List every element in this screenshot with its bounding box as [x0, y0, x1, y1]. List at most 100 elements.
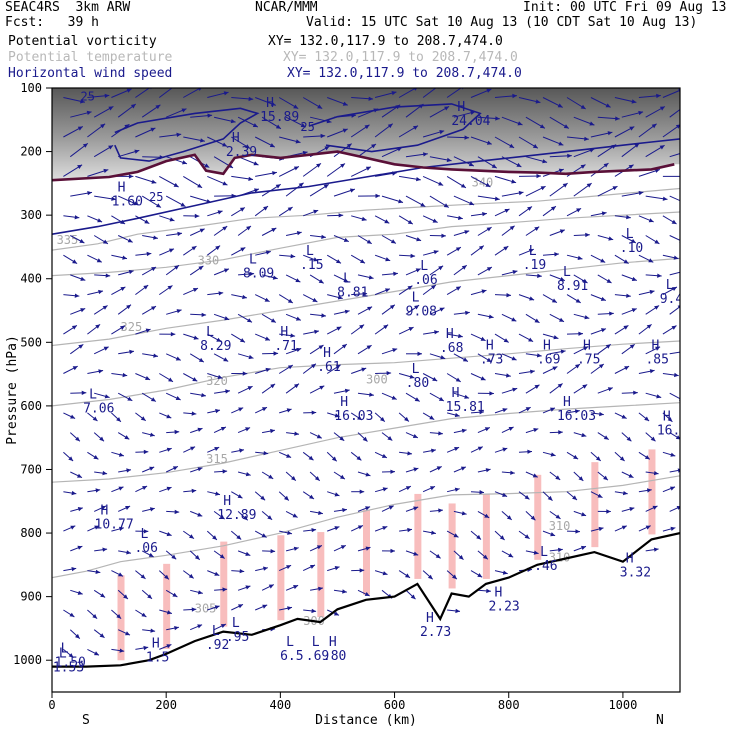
- wind-vector-head: [601, 211, 607, 216]
- wind-vector-head: [224, 316, 230, 321]
- wind-vector-head: [454, 412, 460, 418]
- field-xy-pv: XY= 132.0,117.9 to 208.7,474.0: [268, 34, 503, 49]
- wind-vector-head: [291, 476, 296, 481]
- wind-vector-head: [547, 495, 553, 501]
- wind-vector-head: [105, 273, 111, 278]
- wind-vector-head: [395, 104, 401, 110]
- wind-vector-head: [238, 604, 243, 609]
- wind-vector-head: [225, 389, 230, 394]
- wind-vector: [669, 153, 680, 158]
- wind-vector-head: [646, 324, 652, 329]
- wind-vector-head: [455, 608, 460, 614]
- wind-vector-head: [555, 475, 561, 480]
- wind-vector-head: [116, 614, 122, 619]
- wind-vector-head: [311, 528, 317, 533]
- wind-vector-head: [527, 449, 532, 454]
- theta-isentrope: [52, 257, 680, 347]
- wind-vector-head: [644, 416, 650, 421]
- wind-vector-head: [166, 414, 172, 419]
- extremum-type-label: H: [651, 338, 659, 353]
- wind-vector-head: [309, 494, 314, 499]
- wind-vector-head: [413, 125, 418, 130]
- wind-vector-head: [336, 326, 342, 331]
- wind-vector-head: [557, 103, 563, 108]
- wind-vector-head: [143, 449, 149, 455]
- wind-vector-head: [407, 451, 412, 456]
- extremum-value-label: .10: [620, 241, 643, 256]
- wind-vector-head: [290, 333, 296, 338]
- wind-vector-head: [360, 259, 365, 264]
- wind-vector-head: [286, 565, 292, 570]
- wind-vector-head: [405, 486, 411, 491]
- wind-vector-head: [502, 408, 508, 413]
- wind-vector-head: [270, 549, 276, 554]
- theta-label: 325: [121, 320, 143, 334]
- wind-vector-head: [268, 474, 274, 479]
- wind-vector-head: [652, 505, 658, 510]
- wind-vector-head: [446, 157, 452, 163]
- wind-vector: [422, 88, 437, 98]
- wind-vector-head: [416, 177, 421, 182]
- y-tick-label: 900: [20, 590, 42, 604]
- wind-vector-head: [509, 225, 515, 231]
- wind-vector-head: [197, 467, 203, 472]
- wind-vector-head: [134, 149, 140, 154]
- extremum-value-label: 9.08: [406, 305, 437, 320]
- wind-vector-head: [550, 206, 556, 211]
- wind-vector-head: [670, 452, 676, 457]
- wind-vector-head: [220, 624, 226, 628]
- wind-vector-head: [542, 159, 548, 164]
- extremum-value-label: 1.50: [55, 656, 86, 671]
- header-valid-time: Valid: 15 UTC Sat 10 Aug 13 (10 CDT Sat …: [306, 15, 698, 30]
- wind-vector-head: [182, 160, 187, 165]
- wind-vector-head: [268, 584, 274, 589]
- pv-tropopause-contour: [52, 150, 675, 182]
- wind-vector-head: [326, 119, 332, 124]
- extremum-type-label: H: [426, 611, 434, 626]
- wind-speed-contour: [308, 103, 482, 153]
- north-end-label: N: [656, 713, 664, 728]
- pv-patch: [163, 563, 171, 649]
- wind-vector-head: [511, 179, 517, 184]
- wind-vector-head: [222, 181, 228, 186]
- wind-vector-head: [470, 110, 476, 115]
- wind-vector-head: [126, 304, 131, 310]
- wind-vector-head: [667, 417, 673, 422]
- wind-vector-head: [318, 345, 324, 350]
- wind-vector-head: [606, 509, 611, 514]
- wind-vector-head: [532, 473, 538, 478]
- wind-vector-head: [313, 209, 319, 214]
- wind-vector-head: [254, 188, 259, 193]
- wind-vector: [669, 305, 680, 315]
- wind-vector-head: [638, 190, 644, 196]
- plot-frame: [51, 87, 681, 693]
- wind-vector-head: [127, 238, 133, 243]
- wind-vector-head: [242, 515, 248, 521]
- theta-isentrope: [52, 402, 680, 483]
- wind-vector-head: [320, 133, 326, 139]
- wind-vector-head: [197, 512, 203, 517]
- wind-vector-head: [480, 376, 486, 381]
- extremum-value-label: .46: [534, 559, 557, 574]
- wind-vector-head: [582, 384, 588, 389]
- wind-vector-head: [295, 139, 301, 144]
- wind-vector-head: [356, 455, 362, 461]
- wind-vector-head: [407, 285, 413, 290]
- extremum-value-label: .71: [274, 339, 297, 354]
- wind-vector-head: [262, 604, 268, 609]
- wind-vector-head: [685, 201, 690, 205]
- wind-vector-head: [575, 298, 581, 303]
- wind-vector-head: [385, 257, 391, 262]
- wind-vector-head: [120, 219, 126, 224]
- wind-vector-head: [125, 506, 131, 510]
- wind-vector-head: [270, 101, 276, 106]
- wind-vector-head: [272, 171, 277, 176]
- wind-vector-head: [119, 526, 124, 531]
- wind-vector-head: [510, 470, 515, 475]
- wind-vector-head: [120, 325, 125, 330]
- theta-isentrope: [52, 187, 680, 251]
- wind-vector-head: [359, 489, 365, 494]
- wind-vector-head: [486, 588, 491, 594]
- wind-vector-head: [239, 207, 245, 212]
- wind-vector-head: [174, 265, 179, 270]
